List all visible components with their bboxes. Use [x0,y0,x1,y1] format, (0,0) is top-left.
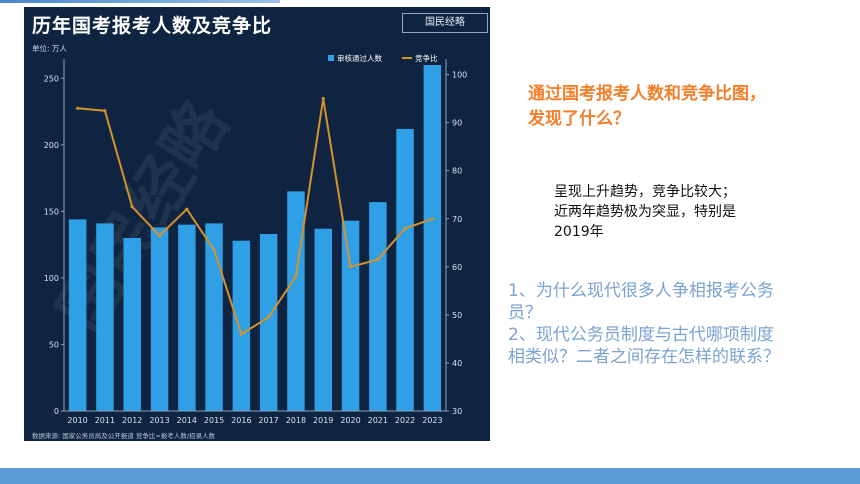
y-left-tick-label: 200 [44,141,59,150]
ratio-point-2017 [267,315,271,319]
observation-text: 呈现上升趋势，竞争比较大； 近两年趋势极为突显，特别是 2019年 [554,182,736,242]
ratio-point-2012 [130,205,134,209]
bar-2018 [287,191,305,411]
footer-band [0,468,860,484]
bar-2022 [396,128,414,411]
line-layer [76,97,434,336]
question-list: 1、为什么现代很多人争相报考公务 员？ 2、现代公务员制度与古代哪项制度 相类似… [508,280,848,368]
bar-2020 [341,220,360,411]
x-tick-label: 2011 [95,416,115,425]
ratio-point-2011 [103,109,107,113]
ratio-point-2018 [294,274,298,278]
x-tick-label: 2010 [67,416,87,425]
ratio-point-2013 [157,234,162,238]
y-right-tick-label: 90 [452,119,462,128]
x-tick-label: 2014 [177,416,197,425]
bar-2010 [68,219,87,411]
heading-line-2: 发现了什么？ [528,109,630,129]
x-tick-label: 2019 [313,416,333,425]
bar-2014 [178,224,196,411]
ratio-point-2015 [212,248,216,252]
legend-bar-swatch [328,55,334,61]
y-right-tick-label: 60 [452,263,462,272]
x-tick-label: 2015 [204,416,224,425]
y-right-tick-label: 40 [452,359,462,368]
bar-2023 [423,65,442,411]
legend-bar-label: 审核通过人数 [337,53,382,63]
observation-line-2: 近两年趋势极为突显，特别是 [554,204,736,220]
ratio-point-2019 [321,97,325,101]
x-tick-label: 2020 [340,416,360,425]
question-2-line-2: 相类似？二者之间存在怎样的联系？ [508,347,780,367]
axes-layer: 2010 2011 2012 2013 2014 2015 2016 2017 2018 2019… [44,59,467,425]
ratio-point-2023 [430,217,434,221]
bars-layer [68,65,442,411]
y-right-tick-label: 80 [452,167,462,176]
ratio-point-2010 [76,106,80,110]
ratio-point-2016 [239,332,243,336]
x-tick-label: 2013 [149,416,169,425]
top-accent-rule [0,0,280,3]
y-right-tick-label: 70 [452,215,462,224]
ratio-point-2020 [348,265,353,269]
x-tick-label: 2022 [395,416,415,425]
bar-2015 [205,223,223,411]
y-right-tick-label: 30 [452,407,462,416]
bar-2012 [123,238,141,411]
y-left-tick-label: 0 [54,407,59,416]
chart-title: 历年国考报考人数及竞争比 [32,15,273,37]
x-tick-label: 2016 [231,416,251,425]
x-tick-label: 2021 [368,416,388,425]
observation-line-1: 呈现上升趋势，竞争比较大； [554,184,736,200]
x-tick-label: 2012 [122,416,142,425]
brand-logo: 国民经略 [402,13,488,33]
source-note: 数据来源: 国家公务员局及公开报道 竞争比=报考人数/招录人数 [32,432,215,440]
bar-2013 [150,227,169,411]
question-2-line-1: 2、现代公务员制度与古代哪项制度 [508,325,774,345]
y-left-tick-label: 150 [44,207,59,216]
y-left-tick-label: 50 [49,340,59,349]
bar-2021 [369,202,387,411]
observation-line-3: 2019年 [554,224,604,240]
legend: 审核通过人数 竞争比 [328,53,438,63]
x-tick-label: 2023 [422,416,442,425]
unit-label: 单位: 万人 [32,44,67,53]
ratio-point-2021 [376,258,380,262]
chart-panel: 历年国考报考人数及竞争比 国民经略 单位: 万人 国民经略 2010 2011 20… [24,7,490,441]
y-right-tick-label: 100 [452,71,467,80]
bar-2017 [259,234,278,411]
y-left-tick-label: 250 [44,74,59,83]
bar-2019 [314,228,332,411]
ratio-point-2014 [185,207,189,211]
x-tick-label: 2017 [258,416,278,425]
y-right-tick-label: 50 [452,311,462,320]
question-1-line-1: 1、为什么现代很多人争相报考公务 [508,281,774,301]
competition-ratio-line [77,97,433,336]
ratio-point-2022 [403,226,407,230]
legend-line-label: 竞争比 [415,53,438,63]
chart-plot: 国民经略 2010 2011 2012 2013 2014 2015 2016 2017 201… [44,53,468,425]
y-left-tick-label: 100 [44,274,59,283]
heading-line-1: 通过国考报考人数和竞争比图， [528,84,766,104]
bar-2011 [96,223,114,411]
slide-heading: 通过国考报考人数和竞争比图， 发现了什么？ [528,82,766,132]
x-tick-label: 2018 [286,416,306,425]
bar-2016 [232,240,251,411]
question-1-line-2: 员？ [508,303,542,323]
